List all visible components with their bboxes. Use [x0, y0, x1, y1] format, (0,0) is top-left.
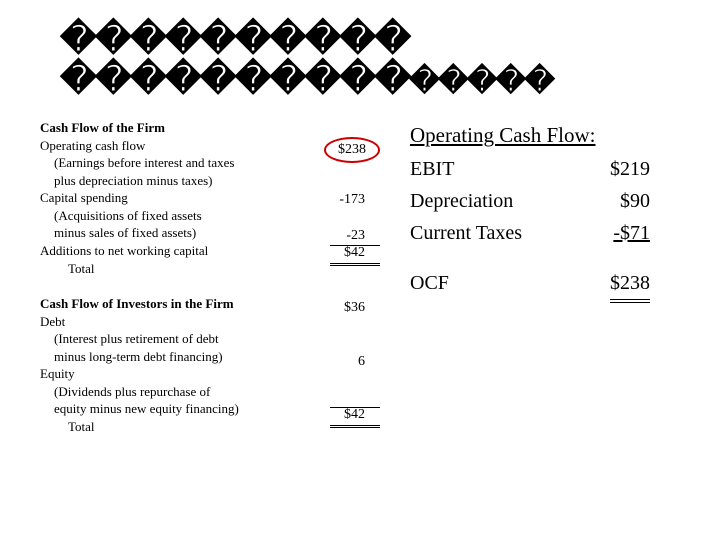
- val-total1: $42: [315, 244, 365, 263]
- calc-tax-label: Current Taxes: [410, 217, 522, 249]
- calc-ebit-label: EBIT: [410, 153, 454, 185]
- line-total2: Total: [40, 418, 300, 436]
- line-total1: Total: [40, 260, 300, 278]
- cashflow-statement-text: Cash Flow of the Firm Operating cash flo…: [40, 119, 300, 435]
- line-capex-sub2: minus sales of fixed assets): [40, 224, 300, 242]
- line-ocf-sub1: (Earnings before interest and taxes: [40, 154, 300, 172]
- line-debt-sub2: minus long-term debt financing): [40, 348, 300, 366]
- calc-tax-val: -$71: [613, 217, 650, 249]
- line-ocf: Operating cash flow: [40, 137, 300, 155]
- line-equity-sub1: (Dividends plus repurchase of: [40, 383, 300, 401]
- line-ocf-sub2: plus depreciation minus taxes): [40, 172, 300, 190]
- line-nwc: Additions to net working capital: [40, 242, 300, 260]
- calc-ebit-row: EBIT $219: [410, 153, 650, 185]
- calc-tax-row: Current Taxes -$71: [410, 217, 650, 249]
- line-equity: Equity: [40, 365, 300, 383]
- calc-ocf-val: $238: [610, 267, 650, 300]
- calc-dep-label: Depreciation: [410, 185, 513, 217]
- val-total2: $42: [315, 406, 365, 425]
- line-equity-sub2: equity minus new equity financing): [40, 400, 300, 418]
- val-ocf-circled: $238: [324, 137, 380, 163]
- content-area: Cash Flow of the Firm Operating cash flo…: [0, 109, 720, 435]
- val-debt: $36: [315, 299, 365, 318]
- line-debt: Debt: [40, 313, 300, 331]
- val-equity: 6: [315, 353, 365, 372]
- val-capex: -173: [315, 191, 365, 210]
- line-capex: Capital spending: [40, 189, 300, 207]
- calc-ebit-val: $219: [610, 153, 650, 185]
- cashflow-statement-values: $238 -173 -23 $42 $36 6 $42: [300, 119, 380, 435]
- calc-header: Operating Cash Flow:: [410, 119, 690, 153]
- calc-ocf-row: OCF $238: [410, 267, 650, 300]
- calc-dep-val: $90: [620, 185, 650, 217]
- section2-header: Cash Flow of Investors in the Firm: [40, 295, 300, 313]
- section1-header: Cash Flow of the Firm: [40, 119, 300, 137]
- title-line2a: ����������: [60, 59, 409, 99]
- ocf-calculation: Operating Cash Flow: EBIT $219 Depreciat…: [380, 119, 690, 435]
- line-debt-sub1: (Interest plus retirement of debt: [40, 330, 300, 348]
- calc-dep-row: Depreciation $90: [410, 185, 650, 217]
- title-line1: ����������: [60, 19, 409, 59]
- title-block: ���������� ���������������: [0, 0, 720, 109]
- calc-ocf-label: OCF: [410, 267, 449, 300]
- title-line2b: �����: [409, 65, 553, 98]
- line-capex-sub1: (Acquisitions of fixed assets: [40, 207, 300, 225]
